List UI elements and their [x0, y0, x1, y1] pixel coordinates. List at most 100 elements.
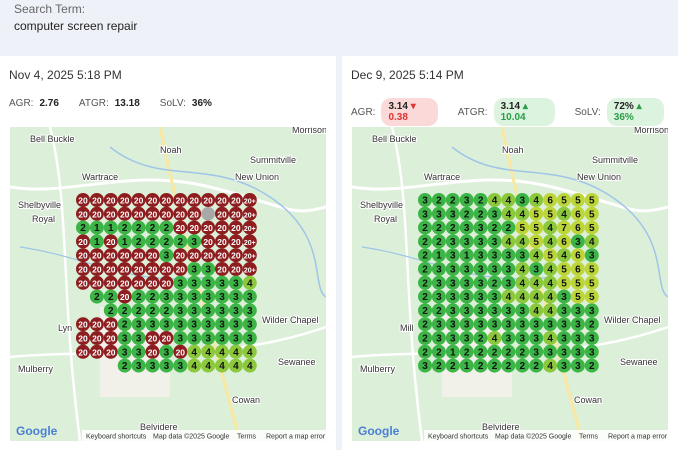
grid-cell[interactable]: 3 [242, 303, 257, 318]
grid-cell[interactable]: 20 [76, 262, 90, 276]
grid-cell[interactable]: 3 [473, 275, 488, 290]
grid-cell[interactable]: 3 [473, 234, 488, 249]
grid-cell[interactable]: 4 [543, 358, 558, 373]
grid-cell[interactable]: 20 [131, 262, 146, 276]
grid-cell[interactable]: 20 [89, 331, 104, 345]
grid-cell[interactable]: 2 [501, 358, 516, 373]
grid-cell[interactable]: 3 [159, 358, 174, 373]
grid-cell[interactable]: 3 [570, 234, 585, 249]
grid-cell[interactable]: 20 [89, 344, 104, 359]
grid-cell[interactable]: 3 [473, 317, 488, 332]
grid-cell[interactable]: 4 [501, 234, 516, 249]
grid-cell[interactable]: 1 [89, 220, 104, 235]
grid-cell[interactable]: 3 [445, 331, 460, 345]
grid-cell[interactable]: 3 [187, 234, 202, 249]
grid-cell[interactable]: 5 [584, 275, 599, 290]
grid-cell[interactable]: 4 [543, 220, 558, 235]
grid-cell[interactable]: 2 [418, 234, 432, 249]
grid-cell[interactable]: 3 [570, 303, 585, 318]
grid-cell[interactable]: 20 [159, 206, 174, 221]
grid-cell[interactable]: 3 [431, 289, 446, 304]
grid-cell[interactable]: 3 [459, 289, 474, 304]
grid-cell[interactable]: 5 [584, 220, 599, 235]
grid-cell[interactable]: 4 [228, 344, 243, 359]
grid-cell[interactable]: 4 [543, 262, 558, 276]
grid-cell[interactable]: 2 [501, 344, 516, 359]
grid-cell[interactable]: 3 [201, 317, 216, 332]
grid-cell[interactable]: 6 [570, 248, 585, 263]
grid-cell[interactable]: 3 [445, 262, 460, 276]
grid-cell[interactable]: 3 [487, 262, 502, 276]
attribution-link[interactable]: Map data ©2025 Google [495, 433, 571, 441]
grid-cell[interactable]: 3 [242, 289, 257, 304]
grid-cell[interactable]: 3 [584, 248, 599, 263]
grid-cell[interactable]: 2 [529, 358, 544, 373]
grid-cell[interactable]: 3 [159, 248, 174, 263]
grid-cell[interactable]: 3 [570, 344, 585, 359]
grid-cell[interactable]: 5 [584, 262, 599, 276]
grid-cell[interactable]: 3 [445, 303, 460, 318]
grid-cell[interactable]: 3 [445, 206, 460, 221]
grid-cell[interactable]: 20 [103, 234, 118, 249]
grid-cell[interactable]: 2 [584, 358, 599, 373]
grid-cell[interactable]: 3 [501, 331, 516, 345]
grid-cell[interactable]: 3 [431, 331, 446, 345]
grid-cell[interactable]: 2 [473, 331, 488, 345]
grid-cell[interactable]: 3 [487, 206, 502, 221]
grid-cell[interactable]: 20 [103, 275, 118, 290]
grid-cell[interactable]: 1 [89, 234, 104, 249]
grid-cell[interactable]: 20 [201, 220, 216, 235]
grid-cell[interactable]: 3 [459, 331, 474, 345]
grid-cell[interactable]: 2 [131, 303, 146, 318]
grid-cell[interactable]: 3 [487, 234, 502, 249]
grid-cell[interactable]: 3 [187, 262, 202, 276]
grid-cell[interactable]: 2 [515, 358, 530, 373]
grid-cell[interactable]: 5 [570, 275, 585, 290]
grid-cell[interactable]: 20 [145, 275, 160, 290]
grid-cell[interactable]: 3 [131, 317, 146, 332]
grid-cell[interactable]: 2 [473, 344, 488, 359]
grid-cell[interactable]: 3 [159, 344, 174, 359]
grid-cell[interactable]: 20 [228, 220, 243, 235]
grid-cell[interactable]: 4 [515, 206, 530, 221]
grid-cell[interactable]: 3 [215, 317, 229, 332]
grid-cell[interactable]: 4 [215, 358, 229, 373]
grid-cell[interactable]: 2 [445, 358, 460, 373]
grid-cell[interactable]: 2 [501, 220, 516, 235]
grid-cell[interactable]: 20 [117, 193, 132, 207]
grid-cell[interactable]: 4 [529, 303, 544, 318]
grid-cell[interactable]: 2 [117, 358, 132, 373]
grid-cell[interactable]: 3 [173, 289, 188, 304]
grid-cell[interactable]: 3 [228, 331, 243, 345]
grid-cell[interactable]: 2 [459, 344, 474, 359]
attribution-link[interactable]: Terms [237, 434, 257, 441]
grid-cell[interactable]: 3 [117, 331, 132, 345]
grid-cell[interactable]: 3 [228, 289, 243, 304]
grid-cell[interactable]: 20 [76, 317, 90, 332]
grid-cell[interactable]: 2 [145, 234, 160, 249]
grid-cell[interactable]: 2 [418, 220, 432, 235]
grid-cell[interactable]: 3 [459, 317, 474, 332]
grid-cell[interactable]: 2 [145, 303, 160, 318]
grid-cell[interactable]: 2 [445, 220, 460, 235]
grid-cell[interactable]: 3 [445, 317, 460, 332]
grid-cell[interactable]: 20 [159, 193, 174, 207]
grid-cell[interactable]: 2 [418, 317, 432, 332]
grid-cell[interactable]: 3 [431, 317, 446, 332]
grid-cell[interactable]: 3 [431, 262, 446, 276]
grid-cell[interactable]: 4 [584, 234, 599, 249]
grid-cell[interactable]: 20 [89, 275, 104, 290]
grid-cell[interactable]: 3 [584, 344, 599, 359]
grid-cell[interactable]: 3 [529, 331, 544, 345]
grid-cell[interactable]: 3 [459, 234, 474, 249]
grid-cell[interactable]: 2 [431, 303, 446, 318]
grid-cell[interactable]: 3 [487, 303, 502, 318]
grid-cell[interactable]: 3 [515, 317, 530, 332]
grid-cell[interactable]: 4 [529, 193, 544, 207]
grid-cell[interactable]: 3 [242, 331, 257, 345]
grid-cell[interactable]: 20 [89, 317, 104, 332]
grid-cell[interactable]: 3 [215, 303, 229, 318]
grid-cell[interactable]: 1 [459, 358, 474, 373]
grid-cell[interactable]: 5 [584, 206, 599, 221]
grid-cell[interactable]: 3 [557, 289, 571, 304]
